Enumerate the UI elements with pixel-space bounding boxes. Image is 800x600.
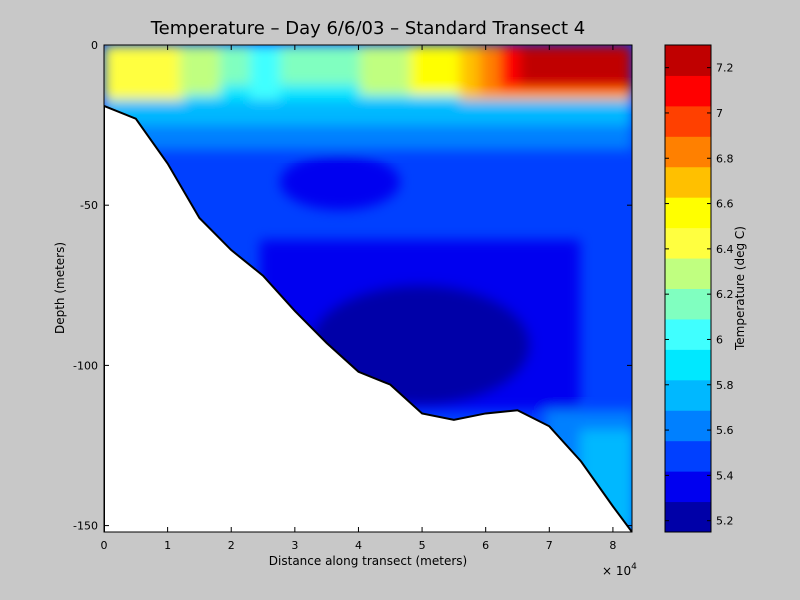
- y-tick-label: -100: [73, 359, 98, 372]
- colorbar-swatch: [665, 410, 711, 442]
- colorbar-swatch: [665, 258, 711, 289]
- colorbar-swatch: [665, 105, 711, 137]
- colorbar-swatch: [665, 349, 711, 381]
- colorbar-swatch: [665, 166, 711, 198]
- colorbar-tick-label: 5.8: [716, 379, 734, 392]
- x-tick-label: 4: [355, 539, 362, 552]
- x-tick-label: 7: [546, 539, 553, 552]
- colorbar-tick-label: 6.6: [716, 198, 734, 211]
- colorbar-swatch: [665, 136, 711, 168]
- colorbar-swatch: [665, 288, 711, 320]
- colorbar-label: Temperature (deg C): [733, 226, 747, 351]
- colorbar-swatch: [665, 45, 711, 76]
- x-tick-label: 0: [101, 539, 108, 552]
- x-axis: 0 1 2 3 4 5 6 7 8: [101, 45, 616, 552]
- colorbar-tick-label: 7: [716, 107, 723, 120]
- colorbar-swatch: [665, 318, 711, 350]
- temperature-field: [104, 45, 632, 530]
- colorbar-tick-label: 7.2: [716, 62, 734, 75]
- colorbar-tick-label: 5.6: [716, 424, 734, 437]
- x-axis-label: Distance along transect (meters): [269, 554, 467, 568]
- x-tick-label: 1: [164, 539, 171, 552]
- chart-title: Temperature – Day 6/6/03 – Standard Tran…: [150, 18, 586, 39]
- colorbar-swatch: [665, 471, 711, 503]
- y-tick-label: 0: [91, 39, 98, 52]
- x-tick-label: 6: [482, 539, 489, 552]
- colorbar-tick-label: 6: [716, 333, 723, 346]
- y-tick-label: -150: [73, 520, 98, 533]
- colorbar-swatch: [665, 501, 711, 533]
- contour-plot-area: [104, 45, 632, 532]
- colorbar-tick-label: 6.2: [716, 288, 734, 301]
- x-tick-label: 8: [609, 539, 616, 552]
- x-axis-exponent: × 104: [602, 562, 637, 578]
- colorbar-swatch: [665, 440, 711, 472]
- x-tick-label: 5: [419, 539, 426, 552]
- colorbar-tick-label: 5.2: [716, 515, 734, 528]
- seabed-mask: [104, 104, 632, 532]
- colorbar-swatch: [665, 197, 711, 229]
- colorbar-tick-label: 6.8: [716, 152, 734, 165]
- y-axis: 0 -50 -100 -150: [73, 39, 632, 533]
- colorbar-swatch: [665, 227, 711, 259]
- colorbar: 5.2 5.4 5.6 5.8 6 6.2 6.4 6.6 6.8 7 7.2: [665, 45, 734, 533]
- x-tick-label: 2: [228, 539, 235, 552]
- colorbar-tick-label: 6.4: [716, 243, 734, 256]
- colorbar-swatch: [665, 379, 711, 411]
- x-tick-label: 3: [291, 539, 298, 552]
- colorbar-swatch: [665, 75, 711, 107]
- colorbar-frame: [664, 44, 712, 533]
- y-tick-label: -50: [80, 199, 98, 212]
- colorbar-tick-label: 5.4: [716, 469, 734, 482]
- axes-frame: [103, 44, 633, 533]
- y-axis-label: Depth (meters): [53, 242, 67, 334]
